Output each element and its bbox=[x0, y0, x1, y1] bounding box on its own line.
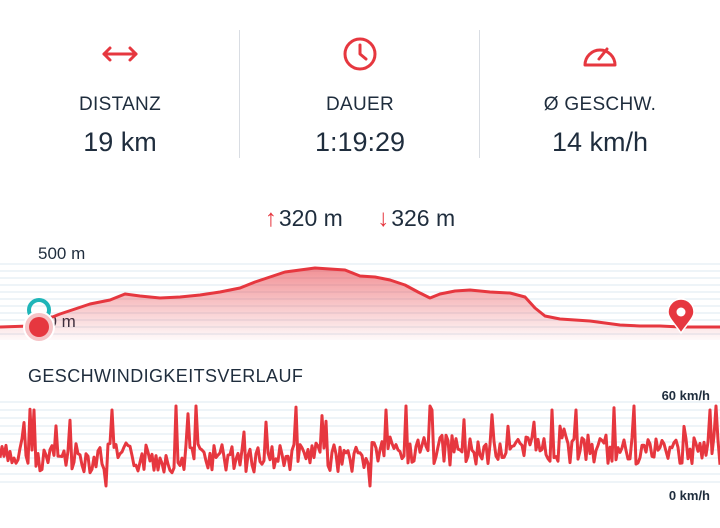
stat-value: 19 km bbox=[83, 127, 157, 157]
speed-chart-title: GESCHWINDIGKEITSVERLAUF bbox=[28, 366, 304, 386]
clock-icon bbox=[343, 37, 377, 71]
stat-label: DISTANZ bbox=[79, 94, 161, 115]
speed-profile-line bbox=[0, 404, 720, 488]
ascent: ↑320 m bbox=[265, 205, 343, 233]
distance-arrows-icon bbox=[102, 46, 138, 62]
ascent-value: 320 m bbox=[278, 205, 343, 231]
position-dot bbox=[29, 317, 49, 337]
start-marker[interactable] bbox=[23, 298, 55, 343]
speed-chart: 60 km/h 0 km/h bbox=[0, 388, 720, 503]
arrow-down-icon: ↓ bbox=[377, 205, 390, 232]
descent: ↓326 m bbox=[377, 205, 455, 233]
speed-max-label: 60 km/h bbox=[662, 388, 710, 403]
elevation-profile-line bbox=[0, 266, 720, 329]
divider bbox=[479, 30, 480, 158]
speedometer-icon bbox=[583, 47, 617, 67]
elevation-area bbox=[0, 268, 720, 340]
stat-duration: DAUER 1:19:29 bbox=[240, 30, 480, 160]
stat-label: Ø GESCHW. bbox=[543, 94, 657, 115]
speed-min-label: 0 km/h bbox=[669, 488, 710, 503]
stat-average-speed: Ø GESCHW. 14 km/h bbox=[480, 30, 720, 160]
descent-value: 326 m bbox=[391, 205, 456, 231]
elevation-top-label: 500 m bbox=[38, 244, 85, 263]
elevation-chart: 500 m 50 m bbox=[0, 244, 720, 343]
end-pin-icon[interactable] bbox=[667, 298, 695, 335]
stats-panel: DISTANZ 19 km DAUER 1:19:29 Ø GESCHW. 14… bbox=[0, 0, 720, 180]
arrow-up-icon: ↑ bbox=[264, 205, 277, 232]
stat-value: 1:19:29 bbox=[314, 127, 406, 157]
stat-distance: DISTANZ 19 km bbox=[0, 30, 240, 160]
divider bbox=[239, 30, 240, 158]
elevation-summary: ↑320 m ↓326 m bbox=[0, 205, 720, 239]
stat-label: DAUER bbox=[325, 94, 394, 115]
speed-grid bbox=[0, 401, 720, 483]
stat-value: 14 km/h bbox=[551, 127, 649, 157]
